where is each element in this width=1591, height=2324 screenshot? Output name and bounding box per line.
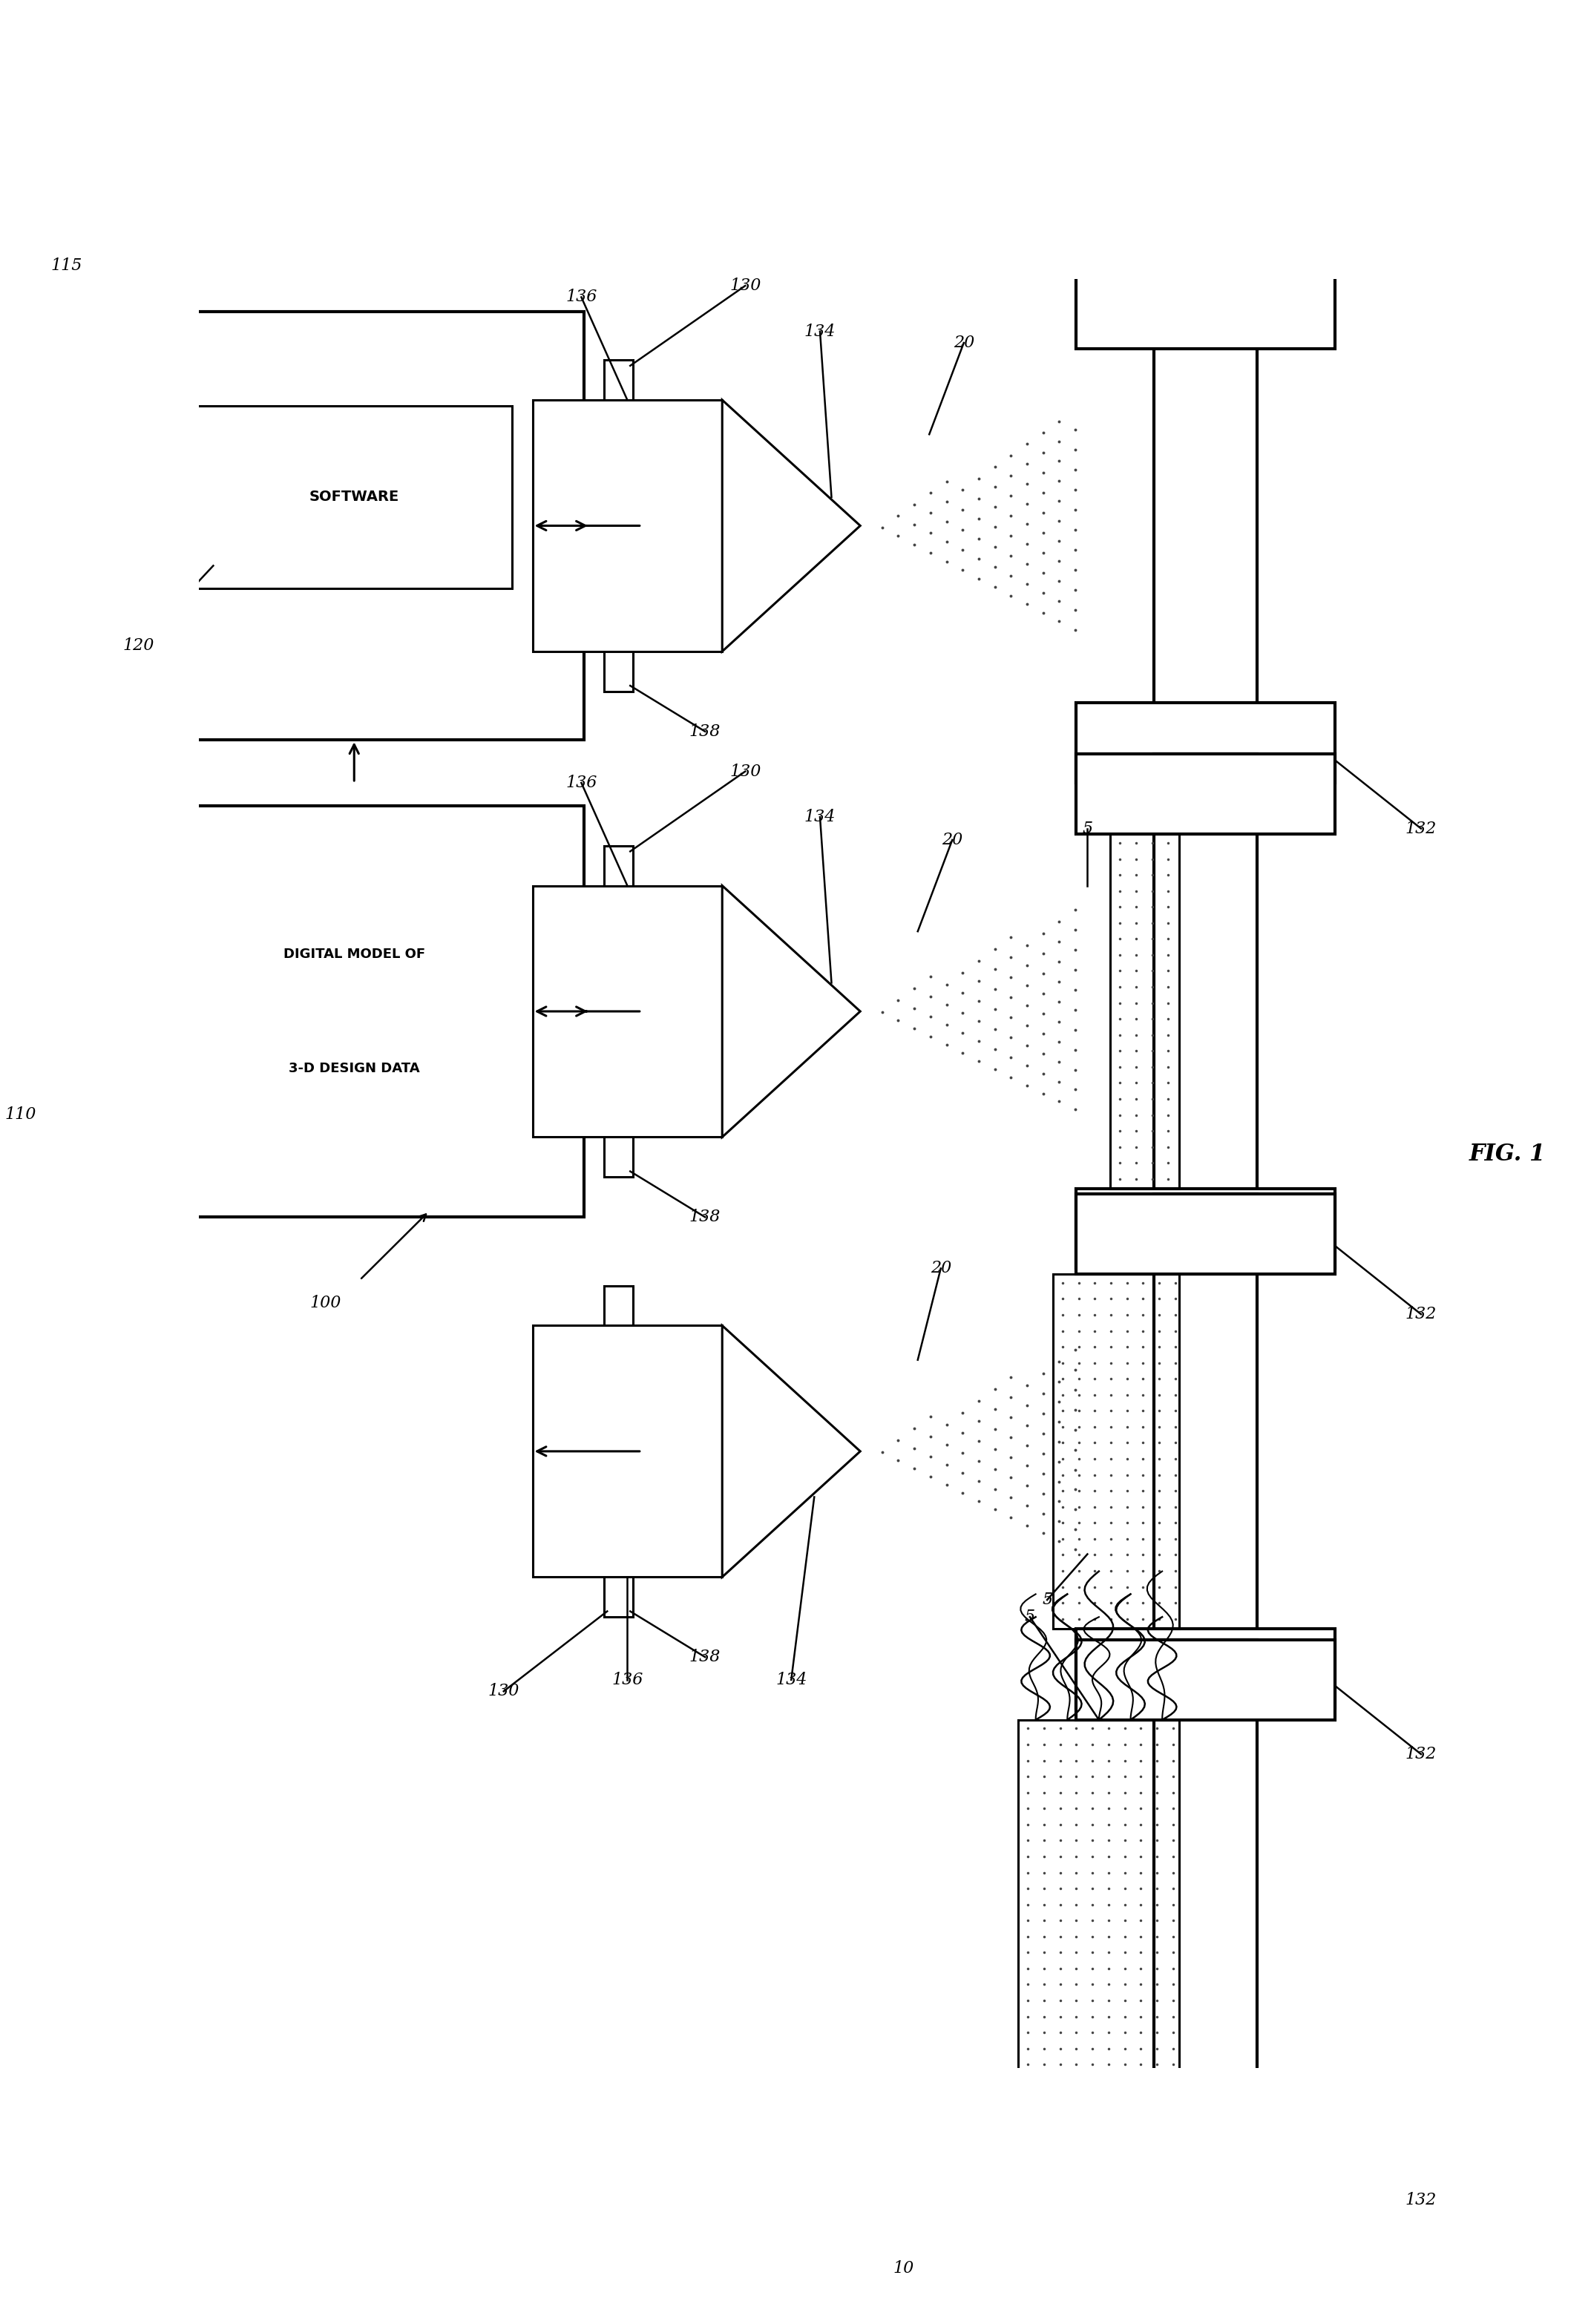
Bar <box>124 806 584 1218</box>
Bar <box>533 400 722 651</box>
Polygon shape <box>722 400 861 651</box>
Polygon shape <box>722 885 861 1136</box>
Bar <box>1076 702 1335 783</box>
Bar <box>124 311 584 739</box>
Bar <box>1018 1720 1179 2073</box>
Text: 136: 136 <box>565 288 597 304</box>
Bar <box>533 1325 722 1578</box>
Text: 5: 5 <box>1025 1608 1036 1624</box>
Bar <box>1111 834 1179 1188</box>
Text: 134: 134 <box>775 1671 807 1687</box>
Text: 138: 138 <box>689 723 721 739</box>
Text: 130: 130 <box>730 762 760 779</box>
Text: 132: 132 <box>1405 1306 1437 1322</box>
Bar <box>1153 270 1257 783</box>
Text: 20: 20 <box>953 335 974 351</box>
Bar <box>1076 1195 1335 1274</box>
Bar <box>1153 1195 1257 1708</box>
Text: 132: 132 <box>1405 1745 1437 1762</box>
Text: 134: 134 <box>805 809 835 825</box>
Text: 10: 10 <box>893 2261 913 2278</box>
Text: 20: 20 <box>931 1260 951 1276</box>
Bar <box>533 885 722 1136</box>
Text: 110: 110 <box>5 1106 37 1122</box>
Bar <box>1053 1274 1179 1629</box>
Bar <box>1076 2073 1335 2154</box>
Text: 3-D DESIGN DATA: 3-D DESIGN DATA <box>288 1062 420 1076</box>
Text: 134: 134 <box>805 323 835 339</box>
Text: 120: 120 <box>123 637 154 653</box>
Text: 5: 5 <box>1042 1592 1052 1608</box>
Bar <box>1076 1188 1335 1269</box>
Text: 115: 115 <box>51 258 83 274</box>
Text: 130: 130 <box>488 1683 519 1699</box>
Bar <box>605 1285 633 1618</box>
Text: 130: 130 <box>730 277 760 293</box>
Text: 136: 136 <box>565 774 597 790</box>
Bar <box>1076 1629 1335 1708</box>
Text: 100: 100 <box>310 1294 340 1311</box>
Bar <box>1076 270 1335 349</box>
Text: 5: 5 <box>1082 820 1093 837</box>
Text: DIGITAL MODEL OF: DIGITAL MODEL OF <box>283 948 425 960</box>
Text: 136: 136 <box>611 1671 643 1687</box>
Bar <box>196 407 512 588</box>
Text: 138: 138 <box>689 1648 721 1666</box>
Text: 138: 138 <box>689 1208 721 1225</box>
Bar <box>1076 1641 1335 1720</box>
Text: FIG. 1: FIG. 1 <box>1468 1143 1545 1167</box>
Bar <box>1076 755 1335 834</box>
Polygon shape <box>722 1325 861 1578</box>
Bar <box>1153 1641 1257 2154</box>
Bar <box>605 360 633 693</box>
Text: 132: 132 <box>1405 820 1437 837</box>
Bar <box>605 846 633 1176</box>
Bar <box>1153 755 1257 1269</box>
Text: SOFTWARE: SOFTWARE <box>309 490 399 504</box>
Text: 20: 20 <box>942 832 963 848</box>
Text: 132: 132 <box>1405 2192 1437 2208</box>
